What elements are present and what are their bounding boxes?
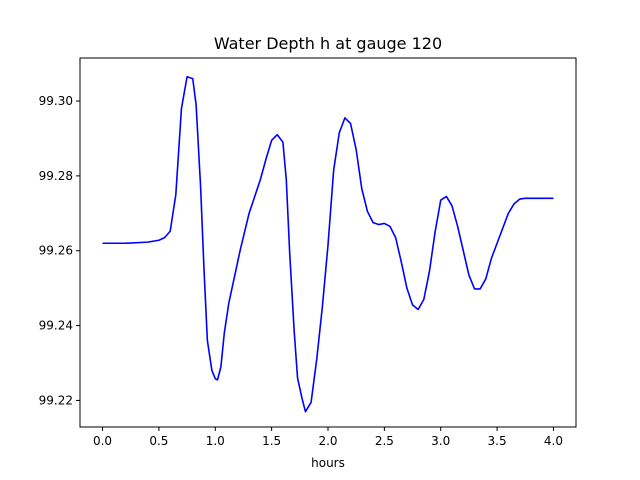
chart-title: Water Depth h at gauge 120	[214, 34, 442, 53]
y-tick-label: 99.22	[39, 393, 73, 407]
series-line-0	[102, 75, 554, 413]
x-tick-label: 3.0	[431, 434, 450, 448]
y-tick-label: 99.26	[39, 244, 73, 258]
y-axis: 99.22 99.24 99.26 99.28 99.30	[39, 94, 80, 407]
x-axis: 0.0 0.5 1.0 1.5 2.0 2.5 3.0 3.5 4.0	[93, 427, 563, 448]
x-tick-label: 0.5	[149, 434, 168, 448]
x-tick-label: 4.0	[544, 434, 563, 448]
y-tick-label: 99.30	[39, 94, 73, 108]
x-tick-label: 3.5	[488, 434, 507, 448]
x-tick-label: 1.0	[206, 434, 225, 448]
y-tick-label: 99.24	[39, 319, 73, 333]
x-axis-label: hours	[311, 456, 345, 470]
x-tick-label: 1.5	[262, 434, 281, 448]
x-tick-label: 2.0	[318, 434, 337, 448]
x-tick-label: 2.5	[375, 434, 394, 448]
x-tick-label: 0.0	[93, 434, 112, 448]
y-tick-label: 99.28	[39, 169, 73, 183]
